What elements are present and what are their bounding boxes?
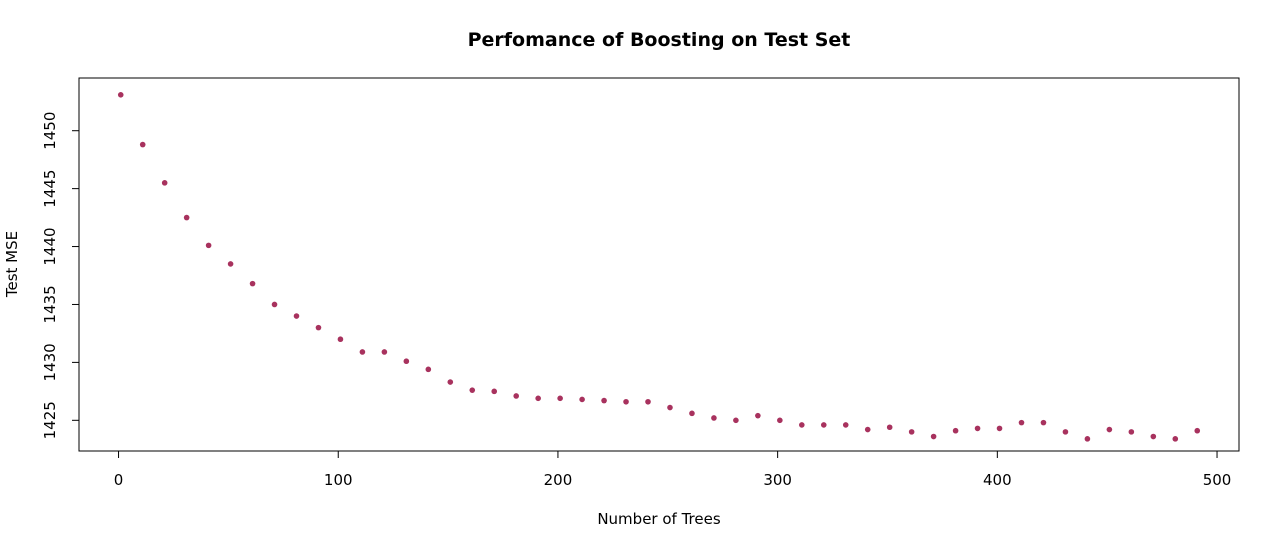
x-tick-label: 300 bbox=[763, 471, 792, 489]
data-point bbox=[842, 422, 849, 428]
y-tick-label: 1445 bbox=[41, 170, 59, 208]
data-point bbox=[425, 366, 432, 373]
data-point bbox=[645, 398, 651, 405]
data-point bbox=[337, 336, 344, 343]
data-point bbox=[1106, 426, 1113, 433]
data-point bbox=[996, 425, 1003, 432]
y-tick-label: 1440 bbox=[41, 227, 59, 265]
data-point bbox=[227, 261, 234, 267]
data-point bbox=[117, 91, 124, 98]
plot-frame bbox=[78, 77, 1240, 452]
data-point bbox=[601, 397, 607, 404]
data-point bbox=[183, 214, 190, 221]
data-point bbox=[271, 301, 278, 308]
data-point bbox=[1172, 436, 1179, 442]
x-tick-label: 200 bbox=[544, 471, 573, 489]
data-point bbox=[293, 313, 300, 319]
y-tick-label: 1425 bbox=[41, 401, 59, 439]
data-point bbox=[535, 395, 541, 402]
data-point bbox=[249, 280, 256, 287]
data-point bbox=[469, 387, 476, 393]
data-point bbox=[799, 422, 805, 428]
data-point bbox=[139, 141, 146, 148]
data-point bbox=[623, 398, 629, 405]
data-point bbox=[1128, 429, 1135, 435]
data-point bbox=[359, 349, 366, 355]
data-point bbox=[1018, 419, 1025, 426]
data-point bbox=[381, 349, 388, 355]
data-point bbox=[930, 433, 937, 440]
data-point bbox=[974, 425, 981, 432]
y-axis-label: Test MSE bbox=[3, 231, 21, 298]
data-point bbox=[513, 393, 519, 399]
data-point bbox=[689, 410, 695, 417]
data-point bbox=[952, 427, 959, 434]
data-point bbox=[908, 429, 915, 435]
data-point bbox=[777, 417, 783, 424]
y-tick-label: 1450 bbox=[41, 112, 59, 150]
y-axis: 1425 1430 1435 1440 1445 1450 bbox=[41, 112, 79, 439]
data-point bbox=[755, 412, 761, 419]
data-point bbox=[1084, 436, 1091, 442]
y-tick-label: 1430 bbox=[41, 343, 59, 381]
data-point bbox=[1150, 433, 1157, 440]
data-point bbox=[820, 422, 827, 428]
x-tick-label: 100 bbox=[324, 471, 353, 489]
data-point bbox=[579, 396, 585, 403]
data-point bbox=[886, 424, 893, 431]
x-axis: 0 100 200 300 400 500 bbox=[114, 451, 1232, 489]
data-point bbox=[557, 395, 563, 402]
data-point bbox=[1040, 419, 1047, 426]
data-point bbox=[315, 324, 322, 331]
x-tick-label: 400 bbox=[983, 471, 1012, 489]
data-points bbox=[117, 91, 1201, 442]
x-axis-label: Number of Trees bbox=[597, 510, 721, 528]
data-point bbox=[205, 242, 212, 249]
data-point bbox=[1062, 429, 1069, 435]
chart-title: Perfomance of Boosting on Test Set bbox=[468, 29, 851, 51]
data-point bbox=[447, 379, 454, 385]
data-point bbox=[403, 358, 410, 365]
x-tick-label: 500 bbox=[1203, 471, 1232, 489]
x-tick-label: 0 bbox=[114, 471, 124, 489]
data-point bbox=[1194, 427, 1201, 434]
y-tick-label: 1435 bbox=[41, 285, 59, 323]
data-point bbox=[864, 426, 871, 433]
data-point bbox=[667, 404, 673, 411]
data-point bbox=[733, 417, 739, 424]
data-point bbox=[161, 180, 168, 186]
data-point bbox=[711, 415, 717, 421]
data-point bbox=[491, 388, 498, 395]
